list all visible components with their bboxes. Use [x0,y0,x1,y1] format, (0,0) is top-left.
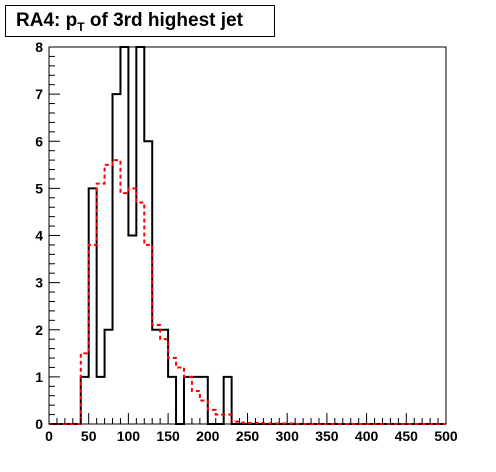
y-tick-label: 2 [35,322,43,338]
x-tick-label: 300 [276,428,300,444]
x-tick-label: 450 [395,428,419,444]
histogram-series-2-dashed [49,159,446,425]
y-tick-label: 5 [35,180,43,196]
y-tick-label: 3 [35,275,43,291]
plot-frame [48,46,447,425]
chart-title-box: RA4: pT of 3rd highest jet [5,5,275,37]
x-tick-label: 50 [81,428,97,444]
chart-title-prefix: RA4: p [16,10,78,31]
x-tick-label: 500 [434,428,458,444]
y-tick-label: 4 [35,228,43,244]
y-tick-label: 6 [35,133,43,149]
y-tick-label: 1 [35,369,43,385]
y-tick-label: 7 [35,86,43,102]
y-tick-label: 8 [35,39,43,55]
y-tick-label: 0 [35,416,43,432]
x-tick-label: 200 [196,428,220,444]
x-tick-label: 400 [355,428,379,444]
x-tick-label: 250 [236,428,260,444]
x-tick-label: 350 [315,428,339,444]
x-tick-label: 100 [117,428,141,444]
x-tick-label: 150 [156,428,180,444]
histogram-series-1-solid [49,46,446,425]
x-tick-label: 0 [45,428,53,444]
chart-title-suffix: of 3rd highest jet [84,10,243,31]
chart-title: RA4: pT of 3rd highest jet [16,10,243,34]
chart-title-subscript: T [77,19,85,34]
